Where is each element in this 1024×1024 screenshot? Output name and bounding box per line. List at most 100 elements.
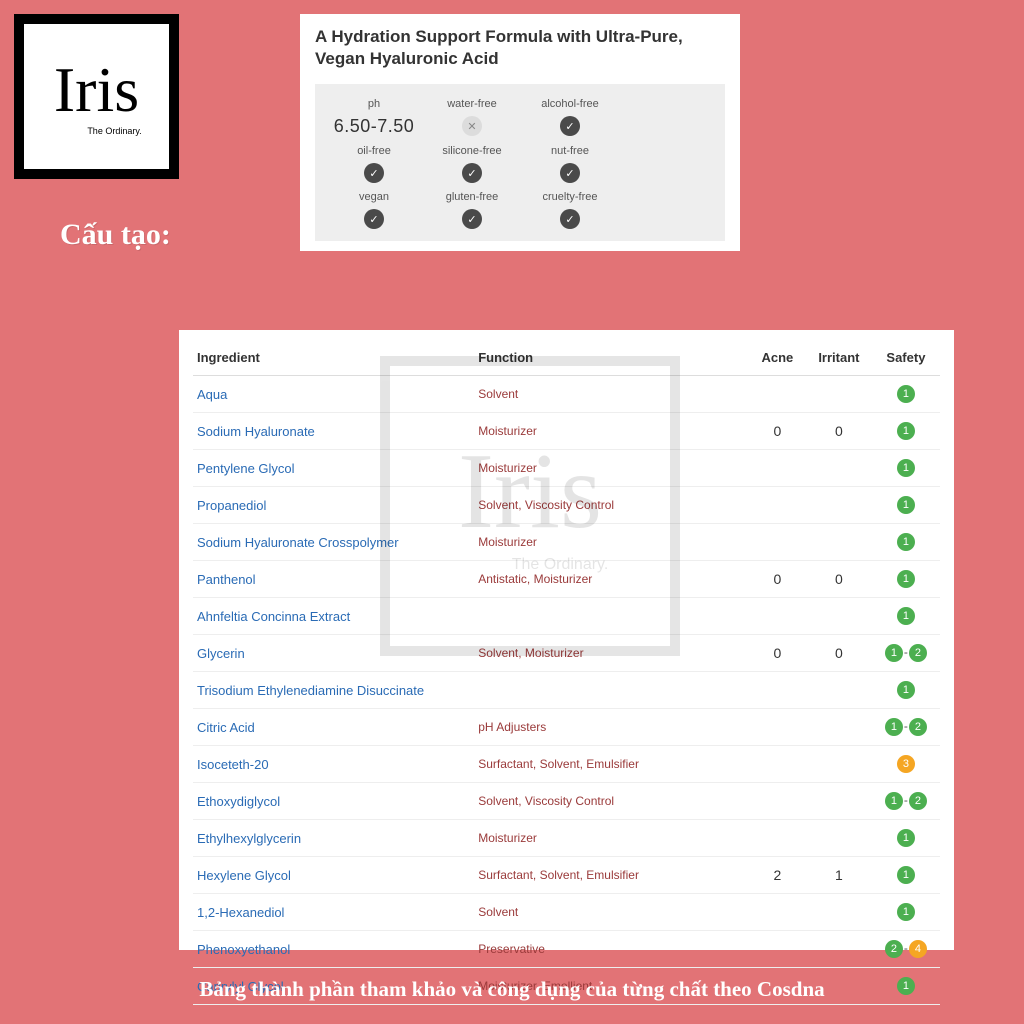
ingredient-function: Moisturizer	[474, 820, 749, 857]
safety-cell: 1	[872, 598, 940, 635]
safety-badge: 1	[885, 718, 903, 736]
acne-value	[749, 672, 806, 709]
acne-value	[749, 783, 806, 820]
ingredient-name[interactable]: Aqua	[193, 376, 474, 413]
ingredient-function: pH Adjusters	[474, 709, 749, 746]
ingredient-name[interactable]: Phenoxyethanol	[193, 931, 474, 968]
table-row: GlycerinSolvent, Moisturizer001-2	[193, 635, 940, 672]
safety-cell: 1	[872, 672, 940, 709]
ingredient-name[interactable]: Glycerin	[193, 635, 474, 672]
safety-badge: 2	[909, 718, 927, 736]
irritant-value: 0	[806, 561, 872, 598]
ingredient-name[interactable]: Ethylhexylglycerin	[193, 820, 474, 857]
safety-cell: 1	[872, 524, 940, 561]
property-label: silicone-free	[423, 145, 521, 157]
safety-cell: 3	[872, 746, 940, 783]
th-ingredient: Ingredient	[193, 344, 474, 376]
check-icon: ✓	[462, 163, 482, 183]
safety-cell: 1	[872, 561, 940, 598]
ingredient-name[interactable]: Ethoxydiglycol	[193, 783, 474, 820]
acne-value	[749, 894, 806, 931]
table-row: Ahnfeltia Concinna Extract 1	[193, 598, 940, 635]
acne-value: 2	[749, 857, 806, 894]
safety-cell: 1	[872, 487, 940, 524]
safety-badge: 1	[897, 385, 915, 403]
ingredient-name[interactable]: Panthenol	[193, 561, 474, 598]
safety-badge: 1	[897, 829, 915, 847]
ingredient-name[interactable]: Sodium Hyaluronate	[193, 413, 474, 450]
property-label: water-free	[423, 98, 521, 110]
ingredient-name[interactable]: Propanediol	[193, 487, 474, 524]
th-irritant: Irritant	[806, 344, 872, 376]
property-label: oil-free	[325, 145, 423, 157]
ingredient-function: Moisturizer	[474, 413, 749, 450]
table-row: Sodium Hyaluronate CrosspolymerMoisturiz…	[193, 524, 940, 561]
safety-cell: 1	[872, 820, 940, 857]
properties-grid: ph6.50-7.50water-free✕alcohol-free✓oil-f…	[315, 84, 725, 241]
table-row: EthylhexylglycerinMoisturizer 1	[193, 820, 940, 857]
ingredient-name[interactable]: Trisodium Ethylenediamine Disuccinate	[193, 672, 474, 709]
table-row: PanthenolAntistatic, Moisturizer001	[193, 561, 940, 598]
acne-value	[749, 746, 806, 783]
safety-badge: 1	[897, 681, 915, 699]
safety-badge: 1	[897, 607, 915, 625]
safety-cell: 2-4	[872, 931, 940, 968]
irritant-value	[806, 931, 872, 968]
irritant-value	[806, 487, 872, 524]
ingredient-name[interactable]: Ahnfeltia Concinna Extract	[193, 598, 474, 635]
safety-badge: 3	[897, 755, 915, 773]
table-row: Hexylene GlycolSurfactant, Solvent, Emul…	[193, 857, 940, 894]
table-row: Pentylene GlycolMoisturizer 1	[193, 450, 940, 487]
table-row: AquaSolvent 1	[193, 376, 940, 413]
ingredient-name[interactable]: 1,2-Hexanediol	[193, 894, 474, 931]
irritant-value	[806, 783, 872, 820]
table-row: EthoxydiglycolSolvent, Viscosity Control…	[193, 783, 940, 820]
ingredient-function: Surfactant, Solvent, Emulsifier	[474, 857, 749, 894]
irritant-value	[806, 524, 872, 561]
range-separator: -	[904, 645, 908, 659]
irritant-value	[806, 450, 872, 487]
ingredient-name[interactable]: Hexylene Glycol	[193, 857, 474, 894]
acne-value	[749, 487, 806, 524]
table-row: 1,2-HexanediolSolvent1	[193, 894, 940, 931]
safety-cell: 1	[872, 413, 940, 450]
irritant-value	[806, 672, 872, 709]
safety-badge: 2	[885, 940, 903, 958]
property-label: nut-free	[521, 145, 619, 157]
irritant-value	[806, 820, 872, 857]
property-cell: water-free ✕	[423, 98, 521, 137]
ingredient-name[interactable]: Isoceteth-20	[193, 746, 474, 783]
table-row: PropanediolSolvent, Viscosity Control1	[193, 487, 940, 524]
property-cell: nut-free✓	[521, 145, 619, 183]
ingredient-function: Solvent	[474, 376, 749, 413]
table-row: Isoceteth-20Surfactant, Solvent, Emulsif…	[193, 746, 940, 783]
irritant-value	[806, 894, 872, 931]
section-title: Cấu tạo:	[60, 218, 171, 252]
acne-value	[749, 450, 806, 487]
ingredient-name[interactable]: Citric Acid	[193, 709, 474, 746]
safety-badge: 1	[897, 866, 915, 884]
safety-badge: 1	[897, 496, 915, 514]
table-row: PhenoxyethanolPreservative2-4	[193, 931, 940, 968]
ingredient-name[interactable]: Pentylene Glycol	[193, 450, 474, 487]
property-label: cruelty-free	[521, 191, 619, 203]
property-label: ph	[325, 98, 423, 110]
safety-cell: 1	[872, 450, 940, 487]
safety-cell: 1-2	[872, 783, 940, 820]
safety-cell: 1-2	[872, 635, 940, 672]
property-cell: oil-free✓	[325, 145, 423, 183]
irritant-value: 0	[806, 413, 872, 450]
formula-title: A Hydration Support Formula with Ultra-P…	[315, 26, 725, 70]
safety-badge: 1	[897, 570, 915, 588]
acne-value: 0	[749, 561, 806, 598]
ingredient-function: Solvent, Viscosity Control	[474, 783, 749, 820]
ingredient-name[interactable]: Sodium Hyaluronate Crosspolymer	[193, 524, 474, 561]
footer-caption: Bảng thành phần tham khảo và công dụng c…	[0, 977, 1024, 1002]
ingredient-function: Moisturizer	[474, 450, 749, 487]
property-cell: alcohol-free✓	[521, 98, 619, 137]
th-acne: Acne	[749, 344, 806, 376]
acne-value	[749, 598, 806, 635]
cross-icon: ✕	[462, 116, 482, 136]
table-row: Trisodium Ethylenediamine Disuccinate 1	[193, 672, 940, 709]
range-separator: -	[904, 719, 908, 733]
